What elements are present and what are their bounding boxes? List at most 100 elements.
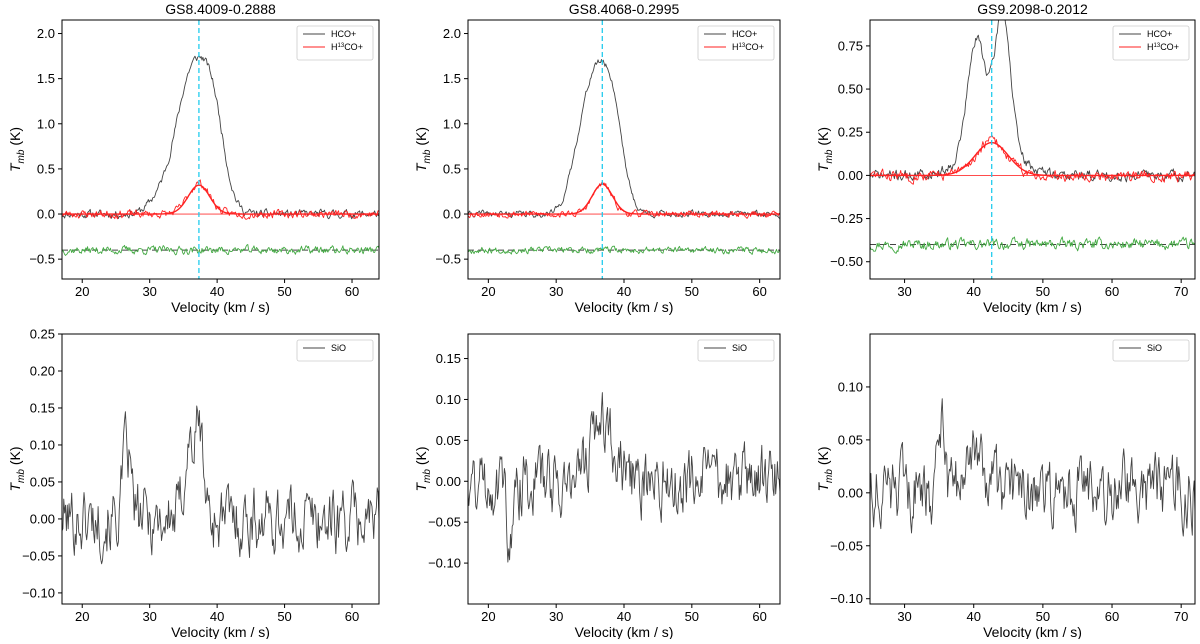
legend: SiO — [1112, 339, 1190, 362]
legend-label: HCO+ — [331, 29, 356, 39]
plot-frame — [61, 19, 380, 280]
x-tick-label: 30 — [549, 284, 563, 299]
series-line-sio — [870, 398, 1195, 537]
plot-area — [468, 392, 780, 563]
x-tick-label: 40 — [966, 609, 980, 624]
x-tick-label: 60 — [752, 609, 766, 624]
y-tick-label: 0.75 — [838, 38, 863, 53]
series-line-hco- — [468, 59, 780, 220]
plot-frame — [869, 333, 1196, 605]
plot-area — [62, 20, 379, 279]
series-line-sio — [62, 405, 379, 565]
legend-label: H13CO+ — [1147, 42, 1179, 52]
y-tick-label: 0.25 — [30, 327, 55, 342]
x-tick-label: 30 — [549, 609, 563, 624]
x-tick-label: 40 — [210, 609, 224, 624]
x-tick-label: 40 — [966, 284, 980, 299]
x-tick-label: 50 — [1036, 609, 1050, 624]
legend-label: H13CO+ — [331, 42, 363, 52]
x-tick-label: 50 — [685, 284, 699, 299]
y-tick-label: 0.15 — [30, 400, 55, 415]
x-tick-label: 60 — [752, 284, 766, 299]
y-tick-label: −0.05 — [428, 515, 461, 530]
legend-label: H13CO+ — [732, 42, 764, 52]
legend-label: SiO — [1147, 343, 1162, 353]
series-line-residual — [870, 236, 1195, 254]
x-axis-title: Velocity (km / s) — [171, 624, 270, 639]
x-axis-title: Velocity (km / s) — [983, 299, 1082, 315]
y-tick-label: 0.10 — [30, 437, 55, 452]
y-axis-title: Tmb (K) — [815, 127, 835, 172]
x-tick-label: 60 — [1105, 609, 1119, 624]
series-line-residual — [62, 244, 379, 256]
panel-title: GS8.4068-0.2995 — [569, 1, 680, 17]
y-tick-label: 0.00 — [436, 474, 461, 489]
x-axis-title: Velocity (km / s) — [575, 624, 674, 639]
y-tick-label: 2.0 — [443, 26, 461, 41]
legend-box — [697, 339, 775, 362]
chart-panel-top-right: GS9.2098-0.2012 30 40 50 60 70 −0.50 −0.25 0.00 0… — [815, 1, 1196, 315]
y-tick-label: −0.10 — [428, 556, 461, 571]
y-tick-label: 0.5 — [37, 161, 55, 176]
chart-panel-top-left: GS8.4009-0.2888 20 30 40 50 60 −0.5 0.0 0.5 1.0 1.… — [7, 1, 380, 315]
legend-box — [296, 339, 374, 362]
chart-panel-bottom-left: 20 30 40 50 60 −0.10 −0.05 0.00 0.05 0.10 0.15 0.20… — [7, 327, 380, 640]
y-tick-label: −0.50 — [830, 254, 863, 269]
y-tick-label: 0.00 — [30, 511, 55, 526]
legend-label: HCO+ — [732, 29, 757, 39]
x-tick-label: 40 — [617, 609, 631, 624]
plot-area — [468, 20, 780, 279]
y-tick-label: −0.05 — [830, 538, 863, 553]
y-tick-label: 1.5 — [37, 71, 55, 86]
x-tick-label: 40 — [617, 284, 631, 299]
panel-title: GS9.2098-0.2012 — [977, 1, 1088, 17]
legend: SiO — [296, 339, 374, 362]
series-line-sio — [468, 392, 780, 563]
x-tick-label: 60 — [1105, 284, 1119, 299]
y-axis-title: Tmb (K) — [815, 446, 835, 491]
y-axis-title: Tmb (K) — [413, 127, 433, 172]
plot-frame — [869, 19, 1196, 280]
x-axis-title: Velocity (km / s) — [171, 299, 270, 315]
y-axis-title: Tmb (K) — [413, 446, 433, 491]
chart-panel-bottom-middle: 20 30 40 50 60 −0.10 −0.05 0.00 0.05 0.10 0.15 Velo… — [413, 333, 781, 640]
plot-area — [62, 405, 379, 565]
series-line-gaussian-fit — [62, 184, 379, 215]
series-line-h13co- — [62, 179, 379, 220]
y-tick-label: 0.15 — [436, 351, 461, 366]
x-tick-label: 70 — [1174, 609, 1188, 624]
series-line-residual — [468, 245, 780, 255]
legend: HCO+ H13CO+ — [1112, 25, 1190, 61]
y-tick-label: 1.0 — [37, 116, 55, 131]
series-line-gaussian-fit — [468, 183, 780, 215]
series-line-gaussian-fit — [870, 141, 1195, 177]
legend: HCO+ H13CO+ — [697, 25, 775, 61]
series-line-h13co- — [870, 134, 1195, 185]
chart-panel-top-middle: GS8.4068-0.2995 20 30 40 50 60 −0.5 0.0 0.5 1.0 1.… — [413, 1, 781, 315]
y-tick-label: −0.25 — [830, 211, 863, 226]
x-tick-label: 40 — [210, 284, 224, 299]
legend-label: HCO+ — [1147, 29, 1172, 39]
plot-area — [870, 398, 1195, 537]
y-tick-label: −0.10 — [830, 591, 863, 606]
x-tick-label: 50 — [277, 609, 291, 624]
legend: HCO+ H13CO+ — [296, 25, 374, 61]
y-tick-label: −0.10 — [22, 585, 55, 600]
x-tick-label: 50 — [277, 284, 291, 299]
x-tick-label: 20 — [75, 284, 89, 299]
plot-frame — [467, 333, 781, 605]
y-axis-title: Tmb (K) — [7, 127, 27, 172]
x-tick-label: 50 — [685, 609, 699, 624]
y-tick-label: 0.25 — [838, 125, 863, 140]
x-tick-label: 20 — [481, 284, 495, 299]
x-tick-label: 50 — [1036, 284, 1050, 299]
plot-frame — [467, 19, 781, 280]
series-line-h13co- — [468, 181, 780, 219]
y-tick-label: −0.05 — [22, 548, 55, 563]
legend: SiO — [697, 339, 775, 362]
y-tick-label: 0.05 — [838, 432, 863, 447]
y-tick-label: −0.5 — [29, 252, 55, 267]
legend-label: SiO — [331, 343, 346, 353]
